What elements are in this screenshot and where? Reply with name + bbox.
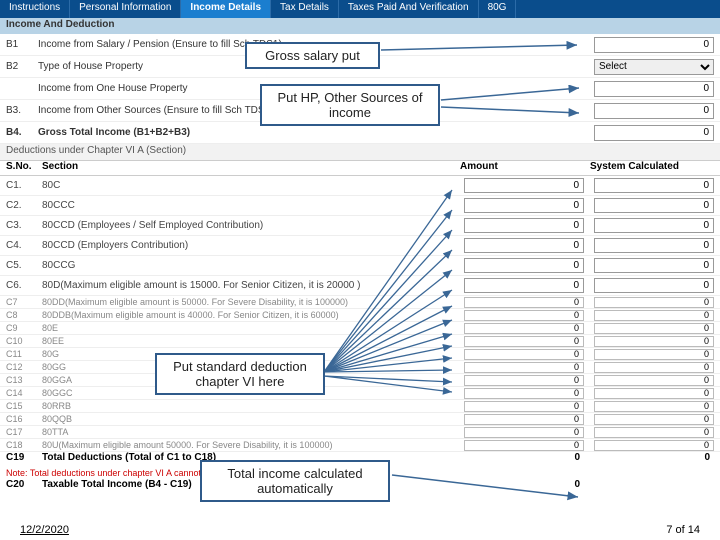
col-amount: Amount [460,161,590,175]
other-sources-input[interactable] [594,103,714,119]
row-sno: C10 [0,336,42,346]
arrow-icon [439,85,584,135]
amount-input[interactable] [464,401,584,412]
amount-input[interactable] [464,440,584,451]
deductions-header: S.No. Section Amount System Calculated [0,160,720,176]
amount-input[interactable] [464,349,584,360]
amount-input[interactable] [464,297,584,308]
system-input[interactable] [594,414,714,425]
deductions-subheading: Deductions under Chapter VI A (Section) [0,144,720,160]
house-property-select[interactable]: Select [594,59,714,75]
amount-input[interactable] [464,388,584,399]
col-system: System Calculated [590,161,720,175]
amount-input[interactable] [464,218,584,233]
row-sno: C2. [0,200,42,211]
row-sno: C12 [0,362,42,372]
col-section: Section [42,161,460,175]
system-input[interactable] [594,336,714,347]
row-sys: 0 [590,452,720,467]
system-input[interactable] [594,362,714,373]
callout-gross-salary: Gross salary put [245,42,380,69]
row-sno: C7 [0,297,42,307]
system-input[interactable] [594,323,714,334]
tab-bar: Instructions Personal Information Income… [0,0,720,18]
tab-income-details[interactable]: Income Details [181,0,271,18]
arrow-icon [379,40,584,60]
tab-instructions[interactable]: Instructions [0,0,70,18]
row-code: B2 [0,61,38,72]
tab-taxes-paid[interactable]: Taxes Paid And Verification [339,0,479,18]
footer-page: 7 of 14 [666,524,700,536]
system-input[interactable] [594,349,714,360]
system-input[interactable] [594,310,714,321]
gross-total-input[interactable] [594,125,714,141]
system-input[interactable] [594,278,714,293]
system-input[interactable] [594,375,714,386]
row-sno: C14 [0,388,42,398]
row-code: B1 [0,39,38,50]
system-input[interactable] [594,440,714,451]
tab-personal-info[interactable]: Personal Information [70,0,181,18]
row-sno: C1. [0,180,42,191]
deduction-row: C1580RRB [0,400,720,413]
row-sno: C16 [0,414,42,424]
amount-input[interactable] [464,310,584,321]
row-section: 80QQB [42,414,460,424]
row-code: C19 [0,452,42,467]
callout-standard-deduction: Put standard deduction chapter VI here [155,353,325,395]
amount-input[interactable] [464,375,584,386]
amount-input[interactable] [464,323,584,334]
amount-input[interactable] [464,336,584,347]
row-code: B4. [0,127,38,138]
row-sno: C13 [0,375,42,385]
arrow-icon [390,455,585,505]
amount-input[interactable] [464,427,584,438]
col-sno: S.No. [0,161,42,175]
deduction-row: C1880U(Maximum eligible amount 50000. Fo… [0,439,720,452]
system-input[interactable] [594,297,714,308]
row-section: 80RRB [42,401,460,411]
row-code: C20 [0,479,42,494]
row-sno: C8 [0,310,42,320]
row-sno: C18 [0,440,42,450]
row-sno: C4. [0,240,42,251]
arrow-icon [322,186,462,396]
deduction-row: C1780TTA [0,426,720,439]
row-sno: C3. [0,220,42,231]
system-input[interactable] [594,388,714,399]
row-sno: C11 [0,349,42,359]
system-input[interactable] [594,258,714,273]
house-income-input[interactable] [594,81,714,97]
callout-hp-other: Put HP, Other Sources of income [260,84,440,126]
row-code: B3. [0,105,38,116]
deduction-row: C1680QQB [0,413,720,426]
amount-input[interactable] [464,198,584,213]
row-sno: C5. [0,260,42,271]
amount-input[interactable] [464,238,584,253]
system-input[interactable] [594,178,714,193]
tab-tax-details[interactable]: Tax Details [271,0,339,18]
row-sno: C6. [0,280,42,291]
tab-80g[interactable]: 80G [479,0,517,18]
system-input[interactable] [594,198,714,213]
amount-input[interactable] [464,258,584,273]
amount-input[interactable] [464,278,584,293]
row-section: 80TTA [42,427,460,437]
system-input[interactable] [594,401,714,412]
page-footer: 12/2/2020 7 of 14 [0,524,720,536]
row-sno: C15 [0,401,42,411]
system-input[interactable] [594,218,714,233]
amount-input[interactable] [464,362,584,373]
row-sno: C17 [0,427,42,437]
amount-input[interactable] [464,414,584,425]
footer-date: 12/2/2020 [20,524,69,536]
salary-input[interactable] [594,37,714,53]
system-input[interactable] [594,427,714,438]
amount-input[interactable] [464,178,584,193]
callout-total-income: Total income calculated automatically [200,460,390,502]
row-section: 80U(Maximum eligible amount 50000. For S… [42,440,460,450]
section-title: Income And Deduction [0,18,720,34]
system-input[interactable] [594,238,714,253]
row-sno: C9 [0,323,42,333]
